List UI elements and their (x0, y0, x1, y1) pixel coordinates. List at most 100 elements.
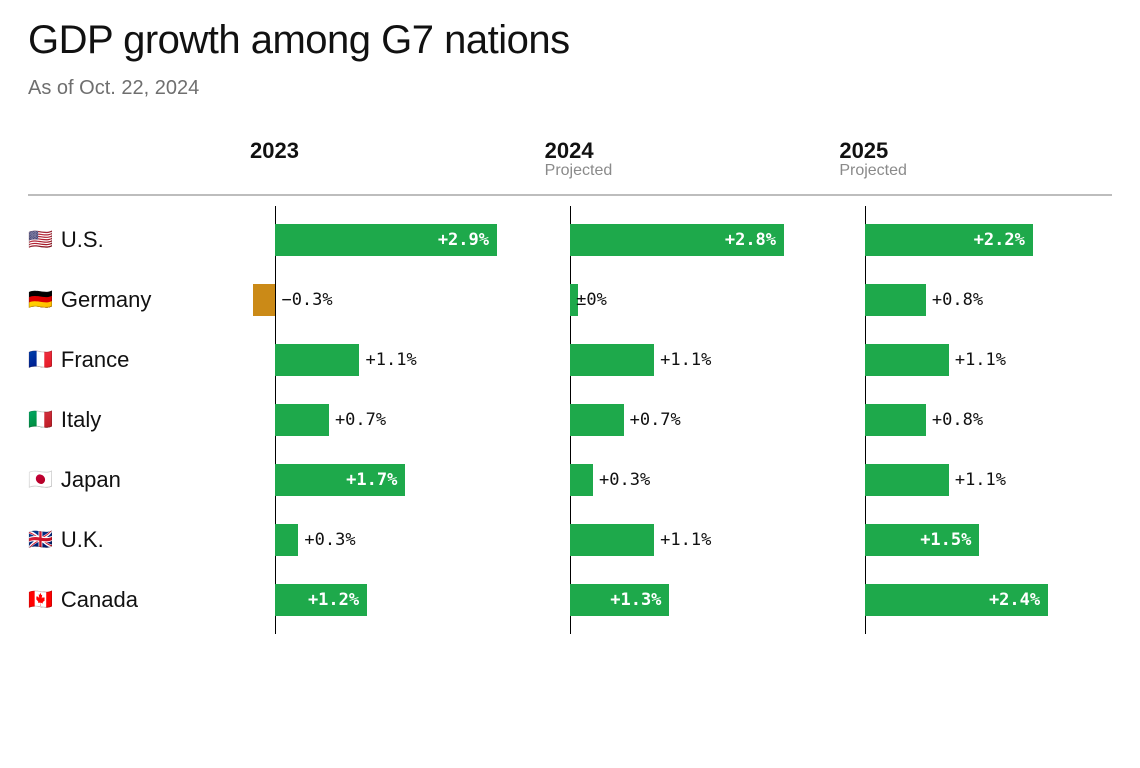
chart-cell: +1.1% (523, 510, 818, 570)
chart-cell: +1.1% (817, 330, 1112, 390)
chart-inner: −0.3% (250, 270, 505, 330)
bar (275, 404, 328, 436)
bar (570, 344, 654, 376)
flag-icon: 🇩🇪 (28, 290, 53, 310)
chart-inner: +1.1% (839, 330, 1094, 390)
value-label: +1.1% (955, 470, 1006, 490)
chart-cell: +1.1% (228, 330, 523, 390)
bar: +1.7% (275, 464, 405, 496)
country-cell: 🇩🇪 Germany (28, 270, 228, 330)
country-cell: 🇯🇵Japan (28, 450, 228, 510)
chart-cell: +2.8% (523, 210, 818, 270)
projected-label: Projected (545, 162, 818, 180)
country-name: U.K. (61, 527, 104, 553)
country-name: U.S. (61, 227, 104, 253)
value-label: +2.9% (438, 230, 489, 250)
flag-icon: 🇺🇸 (28, 230, 53, 250)
value-label: +0.7% (335, 410, 386, 430)
chart-inner: +0.7% (545, 390, 800, 450)
bar: +2.8% (570, 224, 784, 256)
chart-cell: −0.3% (228, 270, 523, 330)
bar: +1.2% (275, 584, 367, 616)
chart-cell: +0.3% (523, 450, 818, 510)
year-header: 2025Projected (817, 138, 1112, 190)
chart-cell: +0.8% (817, 390, 1112, 450)
chart-inner: +0.8% (839, 390, 1094, 450)
bar (865, 344, 949, 376)
zero-line (275, 266, 276, 334)
value-label: +1.1% (366, 350, 417, 370)
value-label: −0.3% (281, 290, 332, 310)
bar (865, 464, 949, 496)
chart-cell: +0.7% (228, 390, 523, 450)
chart-inner: +1.1% (545, 510, 800, 570)
value-label: +0.7% (630, 410, 681, 430)
chart-inner: ±0% (545, 270, 800, 330)
chart-cell: +1.2% (228, 570, 523, 630)
chart-cell: ±0% (523, 270, 818, 330)
chart-inner: +2.2% (839, 210, 1094, 270)
chart-inner: +2.4% (839, 570, 1094, 630)
country-name: Germany (61, 287, 151, 313)
chart-inner: +1.1% (545, 330, 800, 390)
chart-inner: +0.8% (839, 270, 1094, 330)
chart-inner: +0.3% (545, 450, 800, 510)
country-name: Canada (61, 587, 138, 613)
flag-icon: 🇬🇧 (28, 530, 53, 550)
value-label: +0.8% (932, 290, 983, 310)
country-cell: 🇨🇦 Canada (28, 570, 228, 630)
chart-cell: +0.3% (228, 510, 523, 570)
chart-inner: +2.8% (545, 210, 800, 270)
projected-label (250, 162, 523, 180)
value-label: +2.4% (989, 590, 1040, 610)
chart-inner: +1.3% (545, 570, 800, 630)
value-label: +1.3% (610, 590, 661, 610)
value-label: +0.3% (304, 530, 355, 550)
bar: +2.9% (275, 224, 497, 256)
value-label: +1.1% (660, 530, 711, 550)
chart-cell: +1.7% (228, 450, 523, 510)
chart-cell: +1.1% (817, 450, 1112, 510)
chart-inner: +2.9% (250, 210, 505, 270)
flag-icon: 🇫🇷 (28, 350, 53, 370)
bar (570, 524, 654, 556)
bar (570, 404, 623, 436)
bar: +2.4% (865, 584, 1048, 616)
country-name: France (61, 347, 129, 373)
value-label: +1.5% (920, 530, 971, 550)
value-label: +2.2% (974, 230, 1025, 250)
value-label: +1.1% (955, 350, 1006, 370)
chart-cell: +2.4% (817, 570, 1112, 630)
chart-inner: +1.1% (250, 330, 505, 390)
bar: +1.5% (865, 524, 980, 556)
flag-icon: 🇨🇦 (28, 590, 53, 610)
chart-cell: +1.5% (817, 510, 1112, 570)
bar: +2.2% (865, 224, 1033, 256)
header-rule (28, 194, 1112, 196)
chart-cell: +1.3% (523, 570, 818, 630)
chart-cell: +1.1% (523, 330, 818, 390)
bar (570, 464, 593, 496)
bar (275, 524, 298, 556)
value-label: +1.2% (308, 590, 359, 610)
chart-inner: +1.7% (250, 450, 505, 510)
value-label: +1.1% (660, 350, 711, 370)
gdp-chart: 2023 2024Projected2025Projected🇺🇸U.S.+2.… (28, 138, 1112, 630)
value-label: +0.8% (932, 410, 983, 430)
country-name: Italy (61, 407, 101, 433)
country-cell: 🇫🇷 France (28, 330, 228, 390)
chart-inner: +0.7% (250, 390, 505, 450)
country-cell: 🇬🇧 U.K. (28, 510, 228, 570)
chart-cell: +2.2% (817, 210, 1112, 270)
value-label: +1.7% (346, 470, 397, 490)
chart-cell: +0.8% (817, 270, 1112, 330)
country-cell: 🇺🇸 U.S. (28, 210, 228, 270)
year-label: 2025 (839, 138, 1112, 164)
year-label: 2024 (545, 138, 818, 164)
value-label: +2.8% (725, 230, 776, 250)
projected-label: Projected (839, 162, 1112, 180)
bar (865, 284, 926, 316)
country-name: Japan (61, 467, 121, 493)
chart-cell: +2.9% (228, 210, 523, 270)
chart-inner: +1.1% (839, 450, 1094, 510)
